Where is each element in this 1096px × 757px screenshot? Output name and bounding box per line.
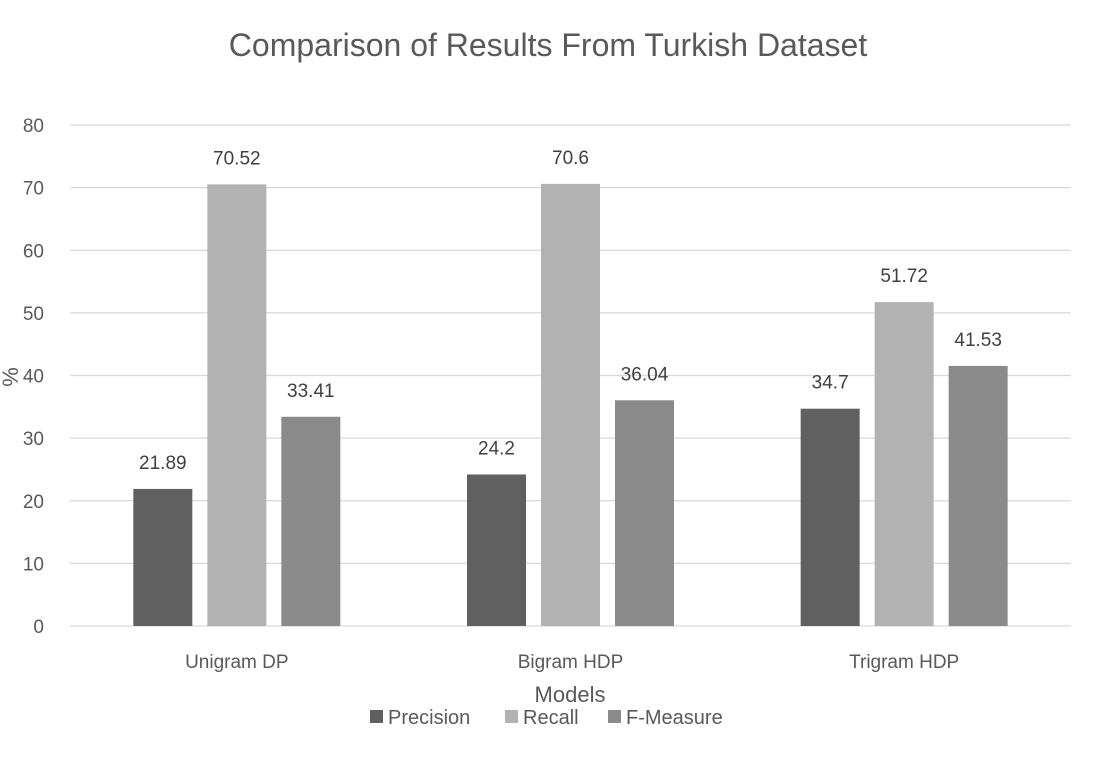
legend-swatch bbox=[608, 710, 621, 723]
y-tick-label: 0 bbox=[33, 617, 44, 638]
y-axis-tick-labels: 0 10 20 30 40 50 60 70 80 bbox=[23, 116, 44, 638]
chart-title: Comparison of Results From Turkish Datas… bbox=[229, 27, 868, 63]
bar-recall-3 bbox=[874, 302, 934, 626]
bar-f-measure-2 bbox=[615, 400, 674, 626]
y-tick-label: 80 bbox=[23, 116, 44, 137]
bar-f-measure-1 bbox=[281, 416, 341, 626]
data-label: 21.89 bbox=[139, 453, 187, 474]
y-axis-title: % bbox=[0, 367, 23, 387]
data-label: 36.04 bbox=[621, 364, 669, 385]
bars bbox=[133, 183, 1008, 626]
y-tick-label: 60 bbox=[23, 241, 44, 262]
data-labels: 21.89 70.52 33.41 24.2 70.6 36.04 34.7 51.72 41.… bbox=[139, 148, 1002, 474]
data-label: 70.52 bbox=[213, 148, 261, 169]
x-category-label: Bigram HDP bbox=[518, 652, 624, 673]
legend-label: F-Measure bbox=[626, 707, 723, 729]
data-label: 33.41 bbox=[287, 381, 335, 402]
data-label: 41.53 bbox=[954, 330, 1002, 351]
y-tick-label: 40 bbox=[23, 367, 44, 388]
y-tick-label: 50 bbox=[23, 304, 44, 325]
y-tick-label: 30 bbox=[23, 429, 44, 450]
data-label: 70.6 bbox=[552, 148, 589, 169]
bar-precision-3 bbox=[800, 408, 860, 626]
data-label: 51.72 bbox=[880, 266, 928, 287]
legend-swatch bbox=[370, 710, 383, 723]
y-tick-label: 20 bbox=[23, 492, 44, 513]
legend-label: Recall bbox=[523, 707, 579, 729]
legend: Precision Recall F-Measure bbox=[370, 707, 723, 729]
bar-recall-1 bbox=[207, 184, 267, 626]
data-label: 34.7 bbox=[812, 373, 849, 394]
legend-label: Precision bbox=[388, 707, 470, 729]
x-category-label: Trigram HDP bbox=[849, 652, 959, 673]
x-category-label: Unigram DP bbox=[185, 652, 288, 673]
data-label: 24.2 bbox=[478, 438, 515, 459]
y-tick-label: 70 bbox=[23, 179, 44, 200]
x-axis-category-labels: Unigram DP Bigram HDP Trigram HDP bbox=[185, 652, 959, 673]
bar-precision-1 bbox=[133, 488, 193, 626]
y-tick-label: 10 bbox=[23, 554, 44, 575]
legend-swatch bbox=[505, 710, 518, 723]
bar-precision-2 bbox=[467, 474, 526, 626]
bar-f-measure-3 bbox=[948, 365, 1008, 626]
bar-recall-2 bbox=[541, 183, 600, 626]
x-axis-title: Models bbox=[535, 682, 606, 707]
